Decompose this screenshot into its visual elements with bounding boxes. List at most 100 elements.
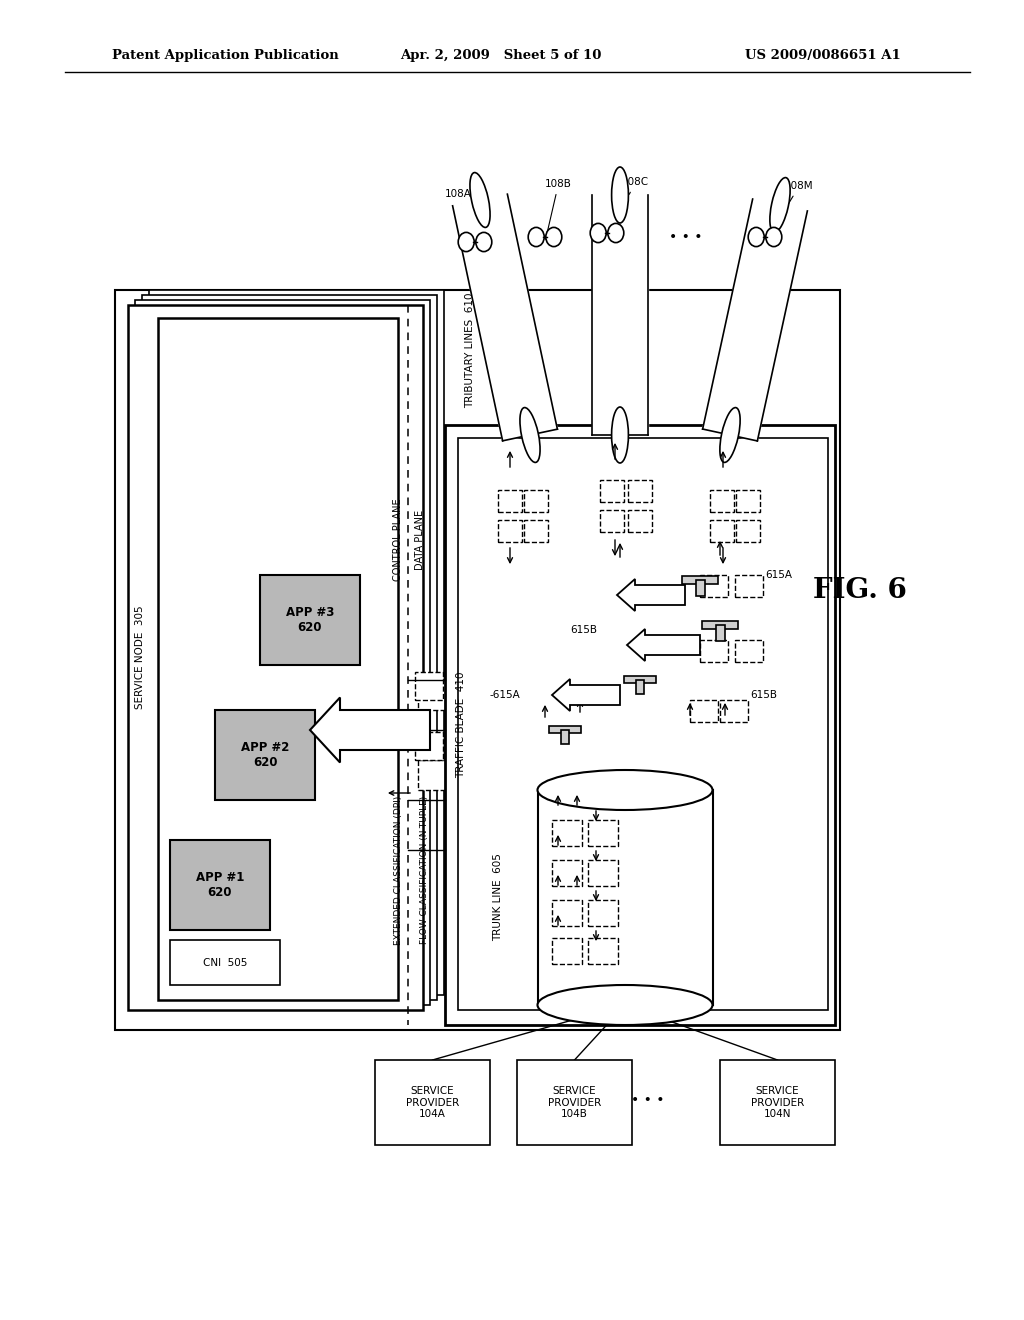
Bar bbox=[736, 490, 760, 512]
Bar bbox=[158, 318, 398, 1001]
Ellipse shape bbox=[476, 232, 492, 252]
Text: TRIBUTARY LINES  610: TRIBUTARY LINES 610 bbox=[465, 292, 475, 408]
Bar bbox=[524, 490, 548, 512]
FancyArrow shape bbox=[627, 630, 700, 661]
Text: 615B: 615B bbox=[570, 624, 597, 635]
Bar bbox=[498, 520, 522, 543]
Bar bbox=[588, 939, 618, 964]
Bar bbox=[552, 861, 582, 886]
Ellipse shape bbox=[770, 178, 791, 232]
FancyArrow shape bbox=[617, 579, 685, 611]
Bar bbox=[636, 680, 644, 694]
Bar bbox=[552, 820, 582, 846]
Bar bbox=[561, 730, 569, 744]
Ellipse shape bbox=[528, 227, 544, 247]
Bar bbox=[736, 520, 760, 543]
Text: 615A: 615A bbox=[765, 570, 792, 579]
Bar bbox=[735, 576, 763, 597]
Ellipse shape bbox=[608, 223, 624, 243]
Bar bbox=[600, 510, 624, 532]
Text: SERVICE
PROVIDER
104N: SERVICE PROVIDER 104N bbox=[751, 1086, 804, 1119]
Bar bbox=[115, 290, 840, 1030]
Ellipse shape bbox=[766, 227, 781, 247]
Bar bbox=[215, 710, 315, 800]
Ellipse shape bbox=[470, 173, 490, 227]
Bar bbox=[260, 576, 360, 665]
Ellipse shape bbox=[611, 407, 629, 463]
Bar bbox=[170, 940, 280, 985]
Bar bbox=[700, 640, 728, 663]
Bar bbox=[445, 425, 835, 1026]
Bar bbox=[696, 579, 705, 597]
Bar bbox=[142, 294, 437, 1001]
Bar bbox=[375, 1060, 490, 1144]
Text: TRAFFIC BLADE  410: TRAFFIC BLADE 410 bbox=[456, 672, 466, 779]
Text: TRUNK LINE  605: TRUNK LINE 605 bbox=[493, 853, 503, 941]
Ellipse shape bbox=[520, 408, 540, 462]
Bar bbox=[418, 680, 458, 710]
Text: FIG. 6: FIG. 6 bbox=[813, 577, 907, 603]
Text: 108M: 108M bbox=[766, 181, 814, 240]
Ellipse shape bbox=[538, 770, 713, 810]
Bar bbox=[600, 480, 624, 502]
Text: Apr. 2, 2009   Sheet 5 of 10: Apr. 2, 2009 Sheet 5 of 10 bbox=[400, 49, 601, 62]
Bar bbox=[588, 900, 618, 927]
Bar bbox=[135, 300, 430, 1005]
Ellipse shape bbox=[611, 168, 629, 223]
Bar bbox=[538, 789, 713, 1005]
Ellipse shape bbox=[749, 227, 764, 247]
Bar bbox=[128, 305, 423, 1010]
Bar bbox=[720, 700, 748, 722]
Text: 615B: 615B bbox=[750, 690, 777, 700]
Text: APP #2
620: APP #2 620 bbox=[241, 741, 289, 770]
Ellipse shape bbox=[458, 232, 474, 252]
Polygon shape bbox=[702, 199, 807, 441]
Ellipse shape bbox=[546, 227, 562, 247]
FancyArrow shape bbox=[310, 697, 430, 763]
Bar bbox=[700, 576, 728, 597]
Text: SERVICE
PROVIDER
104B: SERVICE PROVIDER 104B bbox=[548, 1086, 601, 1119]
Bar bbox=[624, 676, 656, 682]
Bar bbox=[628, 510, 652, 532]
Bar bbox=[588, 820, 618, 846]
Text: 108A: 108A bbox=[445, 189, 474, 244]
Bar bbox=[415, 733, 443, 760]
Bar bbox=[716, 624, 725, 642]
Bar bbox=[150, 290, 444, 995]
FancyArrow shape bbox=[552, 678, 620, 711]
Text: US 2009/0086651 A1: US 2009/0086651 A1 bbox=[745, 49, 901, 62]
Bar bbox=[720, 1060, 835, 1144]
Bar bbox=[702, 620, 738, 630]
Text: APP #1
620: APP #1 620 bbox=[196, 871, 244, 899]
Bar bbox=[710, 490, 734, 512]
Bar bbox=[628, 480, 652, 502]
Bar bbox=[710, 520, 734, 543]
Bar bbox=[524, 520, 548, 543]
Text: 108C: 108C bbox=[608, 177, 649, 235]
Text: 108B: 108B bbox=[545, 180, 571, 239]
Bar bbox=[682, 576, 718, 583]
Bar bbox=[170, 840, 270, 931]
Text: DATA PLANE: DATA PLANE bbox=[415, 510, 425, 570]
Bar bbox=[549, 726, 581, 733]
Bar bbox=[690, 700, 718, 722]
Bar bbox=[552, 939, 582, 964]
Text: CNI  505: CNI 505 bbox=[203, 957, 247, 968]
Polygon shape bbox=[453, 194, 557, 441]
Ellipse shape bbox=[720, 408, 740, 462]
Bar bbox=[552, 900, 582, 927]
Text: SERVICE NODE  305: SERVICE NODE 305 bbox=[135, 606, 145, 709]
Bar bbox=[458, 438, 828, 1010]
Text: Patent Application Publication: Patent Application Publication bbox=[112, 49, 339, 62]
Text: CONTROL PLANE: CONTROL PLANE bbox=[393, 499, 403, 581]
Text: • • •: • • • bbox=[631, 1093, 665, 1107]
Bar bbox=[415, 672, 443, 700]
Text: • • •: • • • bbox=[670, 230, 702, 244]
Text: SERVICE
PROVIDER
104A: SERVICE PROVIDER 104A bbox=[406, 1086, 459, 1119]
Bar bbox=[498, 490, 522, 512]
Polygon shape bbox=[592, 195, 648, 436]
Bar bbox=[517, 1060, 632, 1144]
Ellipse shape bbox=[590, 223, 606, 243]
Bar bbox=[588, 861, 618, 886]
Bar bbox=[418, 760, 458, 789]
